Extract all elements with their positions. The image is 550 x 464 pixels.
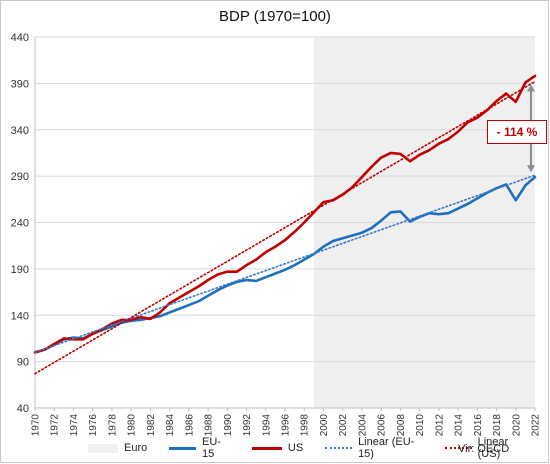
x-tick-label: 1974 bbox=[69, 414, 80, 437]
legend-swatch-euro bbox=[88, 443, 118, 453]
legend-label-eu15: EU-15 bbox=[202, 436, 221, 460]
x-tick-label: 1980 bbox=[127, 414, 138, 437]
x-tick-label: 2020 bbox=[511, 414, 522, 437]
annotation-arrowhead-bottom bbox=[527, 165, 535, 173]
legend-item-linear-us: Linear (US) bbox=[444, 436, 528, 460]
x-tick-label: 1978 bbox=[107, 414, 118, 437]
annotation-arrowhead-top bbox=[527, 84, 535, 92]
y-tick-label: 240 bbox=[11, 218, 29, 230]
x-tick-label: 2000 bbox=[319, 414, 330, 437]
y-tick-label: 340 bbox=[11, 125, 29, 137]
y-tick-label: 440 bbox=[11, 32, 29, 44]
series-line-linear-us bbox=[34, 80, 536, 375]
x-tick-label: 2012 bbox=[434, 414, 445, 437]
x-tick-label: 1976 bbox=[88, 414, 99, 437]
legend-item-linear-eu15: Linear (EU-15) bbox=[325, 436, 423, 460]
chart-title: BDP (1970=100) bbox=[219, 8, 331, 25]
y-tick-label: 290 bbox=[11, 171, 29, 183]
x-tick-label: 2004 bbox=[357, 414, 368, 437]
x-tick-label: 2018 bbox=[492, 414, 503, 437]
series-line-us bbox=[33, 74, 537, 354]
legend-swatch-linear-eu15 bbox=[325, 447, 353, 449]
chart-legend: Euro EU-15 US Linear (EU-15) Linear (US) bbox=[88, 436, 550, 460]
x-tick-label: 1972 bbox=[50, 414, 61, 437]
x-tick-label: 2016 bbox=[473, 414, 484, 437]
x-tick-label: 1982 bbox=[146, 414, 157, 437]
legend-item-us: US bbox=[251, 442, 304, 454]
series-line-linear-eu-15 bbox=[34, 174, 536, 354]
x-tick-label: 1970 bbox=[31, 414, 42, 437]
legend-label-linear-us: Linear (US) bbox=[477, 436, 509, 460]
y-tick-label: 190 bbox=[11, 264, 29, 276]
y-tick-label: 390 bbox=[11, 78, 29, 90]
legend-label-euro: Euro bbox=[124, 442, 148, 454]
legend-label-linear-eu15: Linear (EU-15) bbox=[358, 436, 415, 460]
legend-item-euro: Euro bbox=[88, 442, 147, 454]
x-tick-label: 1994 bbox=[261, 414, 272, 437]
y-tick-label: 140 bbox=[11, 310, 29, 322]
series-line-eu-15 bbox=[33, 175, 537, 354]
x-tick-label: 1992 bbox=[242, 414, 253, 437]
difference-annotation: - 114 % bbox=[487, 120, 547, 144]
x-tick-label: 1996 bbox=[281, 414, 292, 437]
x-tick-label: 2022 bbox=[531, 414, 542, 437]
legend-swatch-eu15 bbox=[169, 446, 197, 450]
legend-label-us: US bbox=[287, 442, 304, 454]
legend-swatch-us bbox=[251, 446, 282, 450]
x-tick-label: 2002 bbox=[338, 414, 349, 437]
y-tick-label: 40 bbox=[17, 403, 29, 415]
x-tick-label: 2006 bbox=[377, 414, 388, 437]
x-tick-label: 1990 bbox=[223, 414, 234, 437]
x-tick-label: 2010 bbox=[415, 414, 426, 437]
source-note: Vir: OECD bbox=[458, 443, 510, 455]
legend-item-eu15: EU-15 bbox=[169, 436, 230, 460]
x-tick-label: 2008 bbox=[396, 414, 407, 437]
x-tick-label: 2014 bbox=[454, 414, 465, 437]
x-tick-label: 1988 bbox=[204, 414, 215, 437]
x-tick-label: 1986 bbox=[184, 414, 195, 437]
y-tick-label: 90 bbox=[17, 357, 29, 369]
x-tick-label: 1984 bbox=[165, 414, 176, 437]
legend-swatch-linear-us bbox=[444, 447, 472, 449]
x-tick-label: 1998 bbox=[300, 414, 311, 437]
